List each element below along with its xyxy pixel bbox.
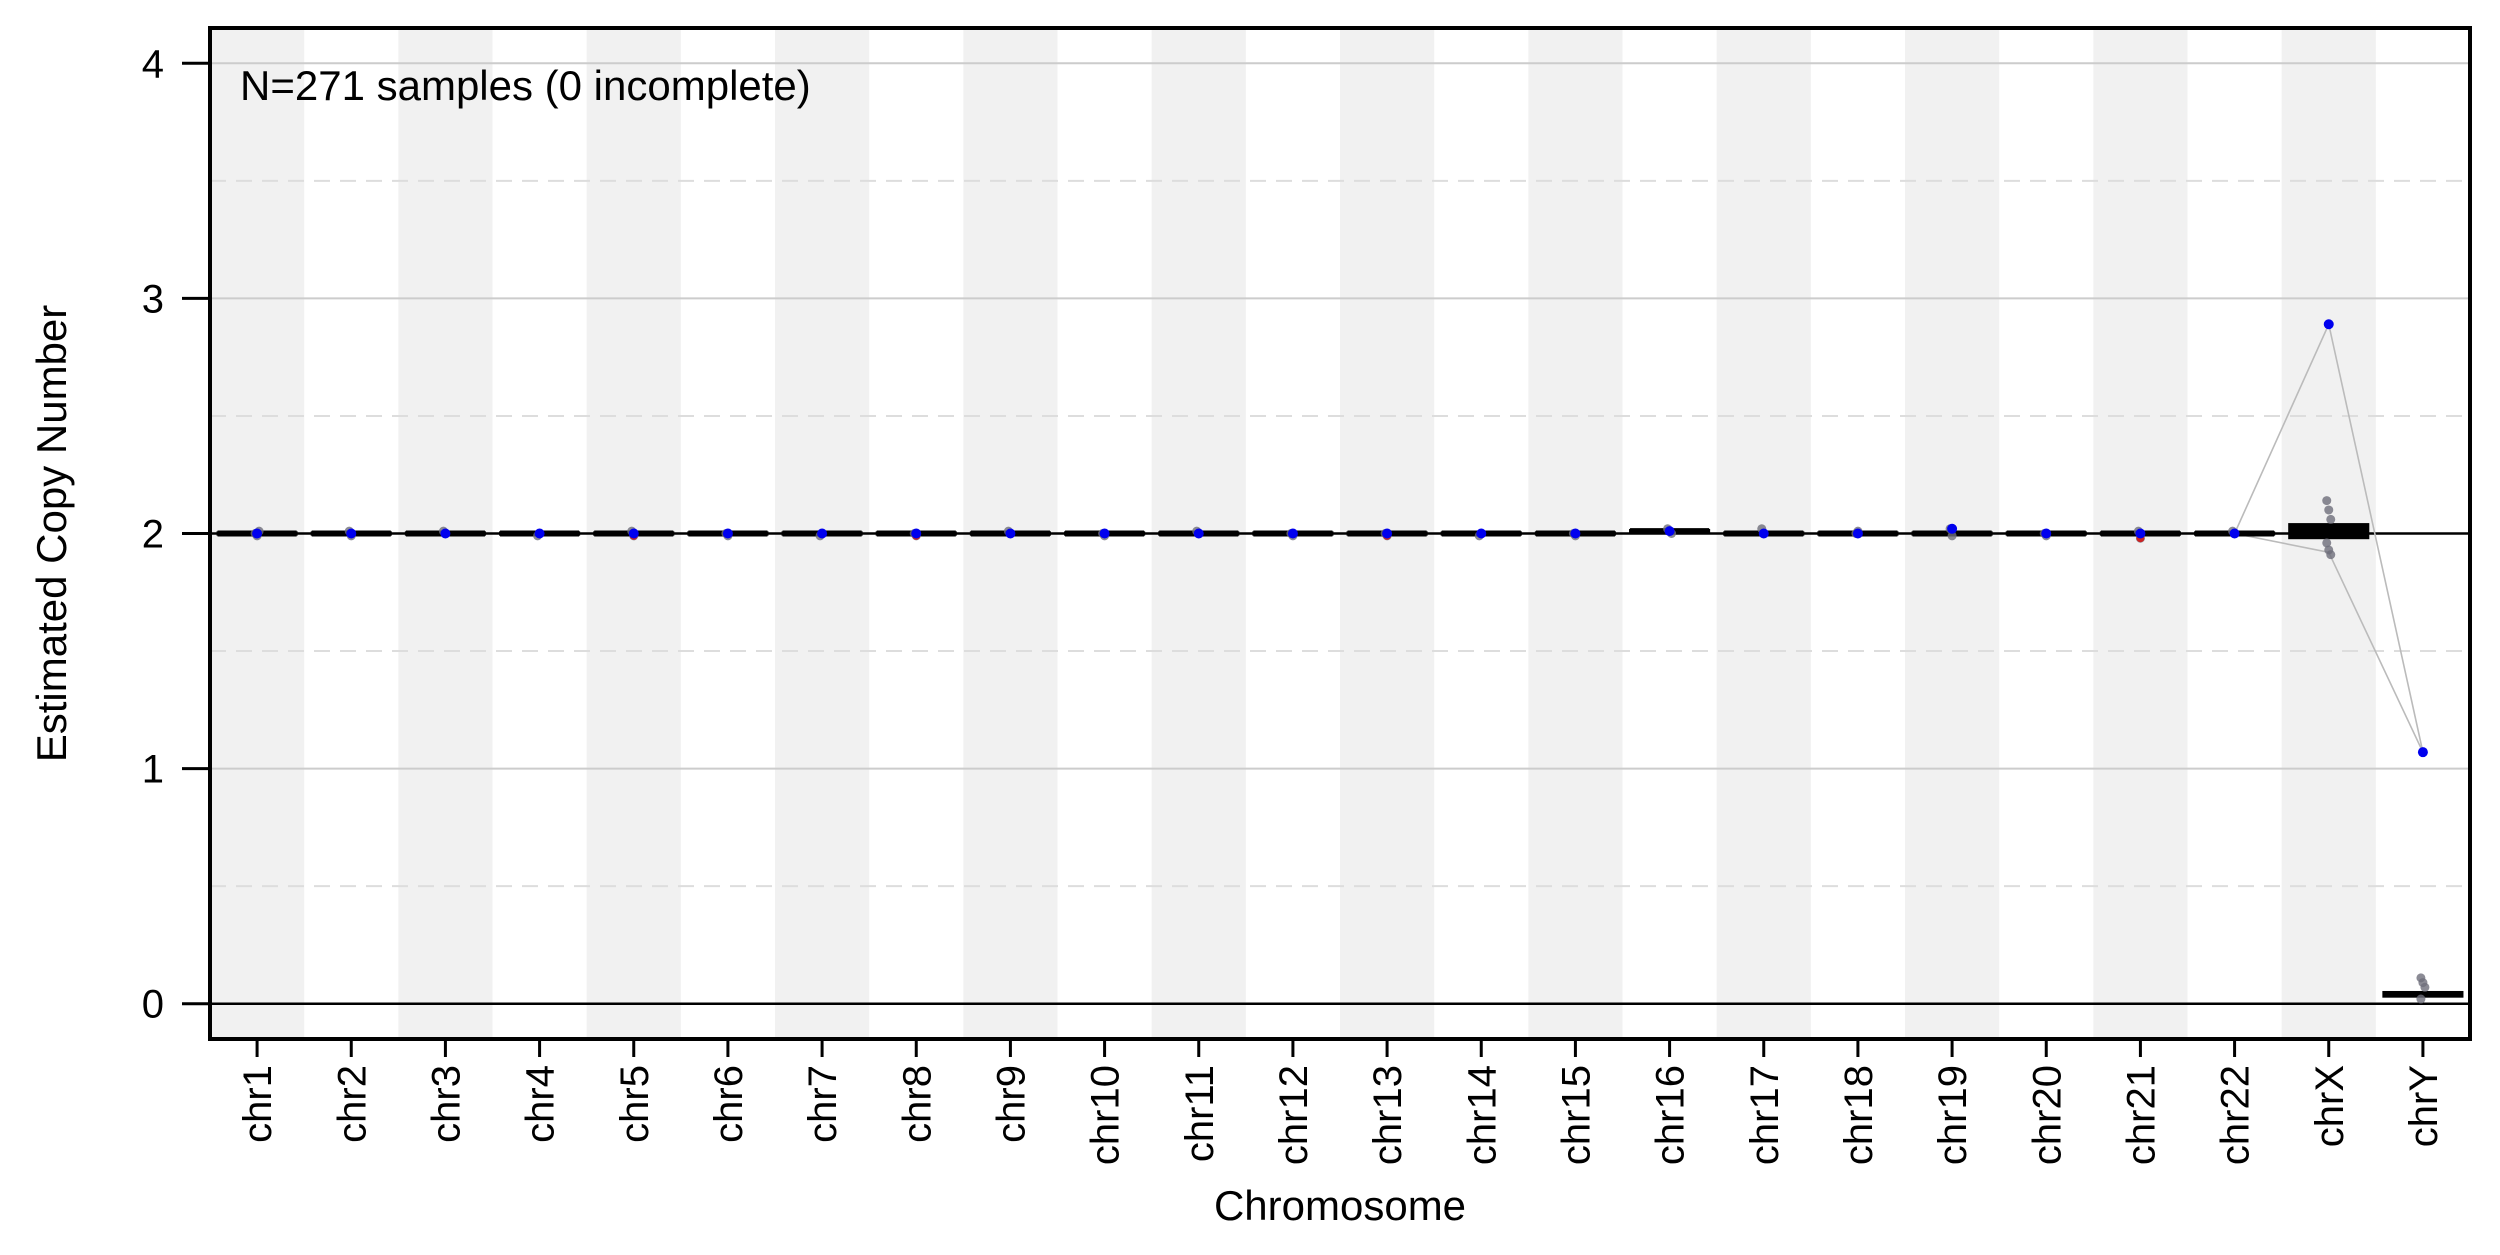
x-tick-label-chr4: chr4: [519, 1065, 563, 1143]
highlighted-sample-point-chr3: [440, 528, 451, 539]
x-tick-label-chr8: chr8: [895, 1065, 939, 1143]
highlighted-sample-point-chr14: [1476, 528, 1487, 539]
x-tick-label-chr16: chr16: [1649, 1065, 1693, 1165]
x-tick-label-chr10: chr10: [1084, 1065, 1128, 1165]
highlighted-sample-point-chr13: [1382, 528, 1393, 539]
x-tick-label-chr13: chr13: [1366, 1065, 1410, 1165]
y-tick-label: 4: [142, 42, 164, 86]
x-tick-label-chr17: chr17: [1743, 1065, 1787, 1165]
x-tick-label-chr2: chr2: [330, 1065, 374, 1143]
x-axis: chr1 chr2 chr3 chr4 chr5 chr6 chr7 chr8 chr9 chr1…: [236, 1039, 2446, 1165]
points-layer: [250, 319, 2430, 1004]
x-tick-label-chrX: chrX: [2308, 1065, 2352, 1147]
highlighted-sample-point-chr20: [2041, 528, 2052, 539]
grid-layer: [210, 62, 2470, 1005]
x-tick-label-chr1: chr1: [236, 1065, 280, 1143]
highlighted-sample-point-chr18: [1852, 528, 1863, 539]
y-axis-title: Estimated Copy Number: [28, 305, 75, 763]
x-tick-label-chr15: chr15: [1554, 1065, 1598, 1165]
sample-point-chrY: [2420, 982, 2430, 992]
highlighted-sample-point-chr22: [2229, 528, 2240, 539]
highlighted-sample-point-chr8: [911, 528, 922, 539]
x-tick-label-chr19: chr19: [1931, 1065, 1975, 1165]
x-tick-label-chr9: chr9: [989, 1065, 1033, 1143]
highlighted-sample-point-chr11: [1193, 528, 1204, 539]
highlighted-sample-point-chr1: [252, 528, 263, 539]
highlighted-sample-point-chrX: [2323, 319, 2334, 330]
highlighted-sample-point-chr19: [1947, 523, 1958, 534]
x-tick-label-chr20: chr20: [2025, 1065, 2069, 1165]
x-tick-label-chr22: chr22: [2214, 1065, 2258, 1165]
y-tick-label: 0: [142, 983, 164, 1027]
x-tick-label-chr5: chr5: [613, 1065, 657, 1143]
highlighted-sample-point-chr16: [1664, 526, 1675, 537]
sample-point-chr19: [1947, 531, 1957, 541]
x-tick-label-chr3: chr3: [424, 1065, 468, 1143]
highlighted-sample-point-chr17: [1758, 528, 1769, 539]
y-tick-label: 2: [142, 513, 164, 557]
highlighted-sample-point-chr12: [1287, 528, 1298, 539]
highlighted-sample-point-chr7: [817, 528, 828, 539]
sample-point-chrX: [2326, 550, 2336, 560]
sample-point-chrX: [2324, 505, 2334, 515]
highlighted-sample-point-chr6: [722, 528, 733, 539]
x-tick-label-chr6: chr6: [707, 1065, 751, 1143]
highlighted-sample-point-chr4: [534, 528, 545, 539]
x-tick-label-chr21: chr21: [2119, 1065, 2163, 1165]
sample-count-annotation: N=271 samples (0 incomplete): [240, 62, 811, 109]
sample-point-chrY: [2416, 994, 2426, 1004]
highlighted-sample-point-chrY: [2417, 747, 2428, 758]
highlighted-sample-point-chr10: [1099, 528, 1110, 539]
highlighted-sample-point-chr15: [1570, 528, 1581, 539]
highlighted-sample-point-chr9: [1005, 528, 1016, 539]
sample-point-chrX: [2326, 514, 2336, 524]
x-tick-label-chr7: chr7: [801, 1065, 845, 1143]
y-tick-label: 3: [142, 277, 164, 321]
x-tick-label-chr18: chr18: [1837, 1065, 1881, 1165]
highlighted-sample-point-chr21: [2135, 528, 2146, 539]
x-axis-title: Chromosome: [1214, 1182, 1466, 1229]
sample-point-chrX: [2322, 496, 2332, 506]
x-tick-label-chr12: chr12: [1272, 1065, 1316, 1165]
y-tick-label: 1: [142, 748, 164, 792]
sample-point-chrX: [2322, 538, 2332, 548]
y-axis: 0 1 2 3 4: [142, 42, 210, 1027]
x-tick-label-chr11: chr11: [1178, 1065, 1222, 1162]
x-tick-label-chrY: chrY: [2402, 1065, 2446, 1147]
highlighted-sample-point-chr2: [346, 528, 357, 539]
x-tick-label-chr14: chr14: [1460, 1065, 1504, 1165]
highlighted-sample-point-chr5: [628, 528, 639, 539]
